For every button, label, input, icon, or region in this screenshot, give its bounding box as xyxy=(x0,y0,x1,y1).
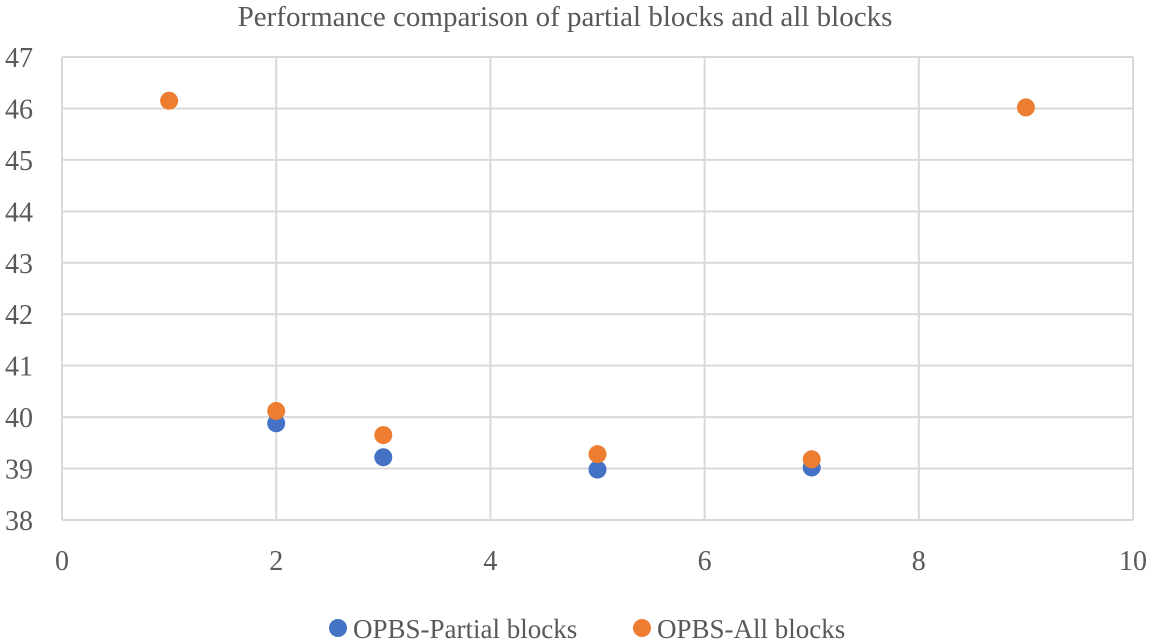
data-point-partial-blocks xyxy=(374,448,393,467)
y-tick-label: 46 xyxy=(5,94,33,125)
y-tick-label: 38 xyxy=(5,506,33,537)
y-tick-label: 47 xyxy=(5,43,33,74)
x-tick-label: 4 xyxy=(483,546,497,577)
legend-marker xyxy=(633,619,651,637)
y-tick-label: 40 xyxy=(5,403,33,434)
data-point-all-blocks xyxy=(374,426,393,445)
data-point-all-blocks xyxy=(588,445,607,464)
y-tick-label: 42 xyxy=(5,300,33,331)
data-point-all-blocks xyxy=(160,91,179,110)
x-tick-label: 8 xyxy=(912,546,926,577)
y-tick-label: 41 xyxy=(5,352,33,383)
y-axis-ticks: 38 39 40 41 42 43 44 45 46 47 xyxy=(5,43,33,537)
legend-label: OPBS-All blocks xyxy=(657,614,845,643)
grid-lines xyxy=(61,56,1134,521)
data-point-all-blocks xyxy=(1016,98,1035,117)
data-point-partial-blocks xyxy=(267,414,286,433)
y-tick-label: 43 xyxy=(5,249,33,280)
data-points xyxy=(160,91,1035,479)
legend: OPBS-Partial blocks OPBS-All blocks xyxy=(329,614,845,643)
y-tick-label: 45 xyxy=(5,146,33,177)
chart-title: Performance comparison of partial blocks… xyxy=(238,1,893,33)
data-point-partial-blocks xyxy=(588,460,607,479)
data-point-all-blocks xyxy=(267,401,286,420)
x-tick-label: 0 xyxy=(55,546,69,577)
x-tick-label: 2 xyxy=(269,546,283,577)
data-point-all-blocks xyxy=(802,450,821,469)
legend-label: OPBS-Partial blocks xyxy=(353,614,577,643)
x-tick-label: 10 xyxy=(1119,546,1147,577)
x-axis-ticks: 0 2 4 6 8 10 xyxy=(55,546,1147,577)
x-tick-label: 6 xyxy=(698,546,712,577)
y-tick-label: 44 xyxy=(5,197,33,228)
y-tick-label: 39 xyxy=(5,455,33,486)
legend-marker xyxy=(329,619,347,637)
